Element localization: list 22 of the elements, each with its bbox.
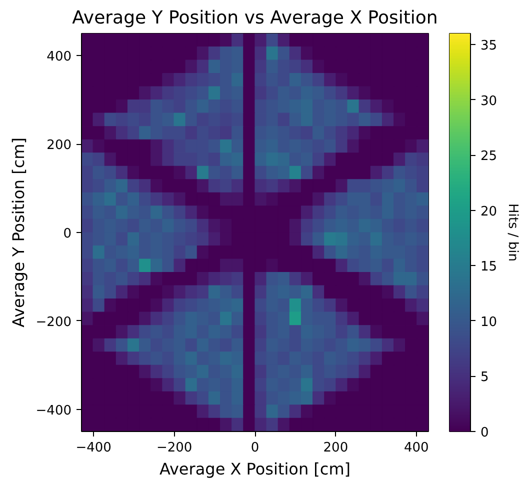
x-tick-label: 0 (250, 440, 260, 456)
x-tick-label: −200 (156, 440, 192, 456)
x-tick-label: 400 (404, 440, 429, 456)
color-bar-label: 15 (480, 260, 498, 275)
color-bar-label: 0 (480, 426, 489, 440)
chart-title: Average Y Position vs Average X Position (72, 8, 438, 28)
color-bar-label: 35 (480, 38, 498, 54)
color-bar-title: Hits / bin (505, 204, 520, 262)
color-bar-label: 5 (480, 370, 489, 386)
x-tick-label: 200 (323, 440, 348, 456)
color-bar-label: 30 (480, 94, 498, 109)
y-tick-label: −400 (36, 403, 72, 418)
color-bar-label: 25 (480, 149, 498, 164)
color-bar-label: 10 (480, 314, 498, 330)
y-tick-label: 200 (46, 138, 72, 154)
y-tick-label: 400 (46, 50, 72, 65)
color-bar-label: 20 (480, 204, 498, 220)
x-tick-label: −400 (76, 440, 112, 456)
y-tick-label: 0 (63, 226, 72, 242)
x-axis-title: Average X Position [cm] (159, 460, 351, 478)
y-axis-title: Average Y Position [cm] (8, 138, 28, 328)
y-tick-label: −200 (36, 314, 72, 330)
